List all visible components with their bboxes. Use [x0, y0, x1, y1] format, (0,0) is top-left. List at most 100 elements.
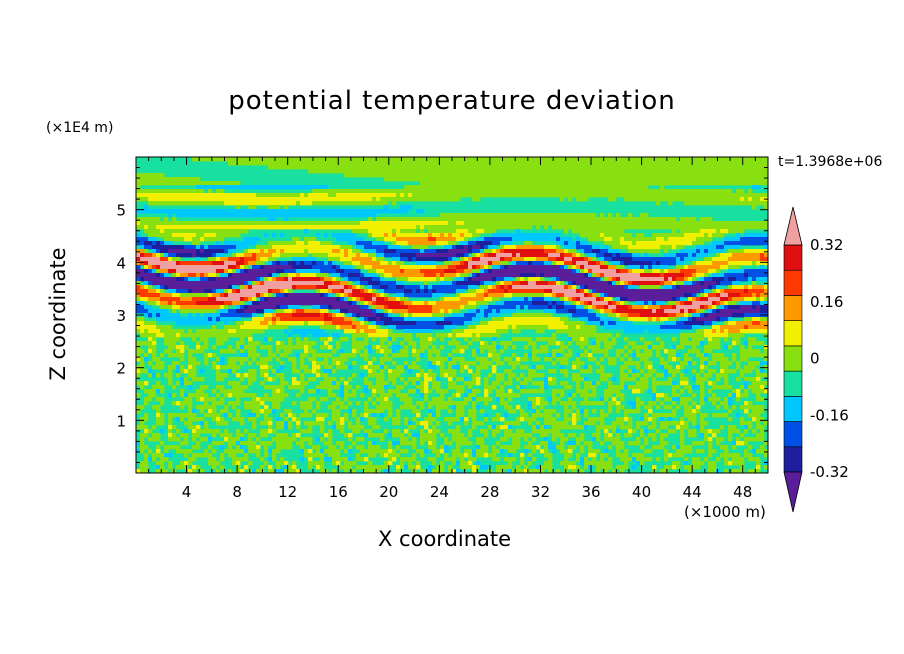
field-cell	[460, 189, 465, 194]
field-cell	[644, 173, 649, 178]
field-cell	[708, 285, 713, 290]
field-cell	[656, 157, 661, 162]
field-cell	[672, 157, 677, 162]
field-cell	[624, 281, 629, 286]
field-cell	[704, 193, 709, 198]
field-cell	[660, 177, 665, 182]
field-cell	[204, 269, 209, 274]
field-cell	[648, 225, 653, 230]
field-cell	[716, 253, 721, 258]
field-cell	[136, 221, 141, 226]
field-cell	[248, 221, 253, 226]
field-cell	[212, 289, 217, 294]
field-cell	[528, 285, 533, 290]
field-cell	[428, 157, 433, 162]
field-cell	[496, 253, 501, 258]
field-cell	[764, 221, 769, 226]
field-cell	[144, 245, 149, 250]
field-cell	[436, 221, 441, 226]
field-cell	[560, 181, 565, 186]
field-cell	[148, 257, 153, 262]
field-cell	[556, 245, 561, 250]
field-cell	[348, 281, 353, 286]
field-cell	[244, 257, 249, 262]
field-cell	[340, 257, 345, 262]
field-cell	[420, 265, 425, 270]
field-cell	[596, 233, 601, 238]
field-cell	[460, 249, 465, 254]
field-cell	[464, 237, 469, 242]
field-cell	[364, 301, 369, 306]
field-cell	[752, 181, 757, 186]
field-cell	[160, 257, 165, 262]
field-cell	[396, 289, 401, 294]
field-cell	[296, 225, 301, 230]
field-cell	[188, 269, 193, 274]
field-cell	[372, 285, 377, 290]
field-cell	[472, 221, 477, 226]
field-cell	[332, 189, 337, 194]
field-cell	[596, 237, 601, 242]
field-cell	[176, 301, 181, 306]
field-cell	[564, 285, 569, 290]
field-cell	[720, 309, 725, 314]
field-cell	[220, 269, 225, 274]
field-cell	[660, 173, 665, 178]
field-cell	[208, 265, 213, 270]
field-cell	[488, 221, 493, 226]
field-cell	[584, 293, 589, 298]
field-cell	[564, 181, 569, 186]
field-cell	[480, 305, 485, 310]
field-cell	[668, 237, 673, 242]
field-cell	[576, 241, 581, 246]
field-cell	[572, 245, 577, 250]
field-cell	[568, 281, 573, 286]
field-cell	[160, 173, 165, 178]
field-cell	[400, 285, 405, 290]
field-cell	[192, 249, 197, 254]
field-cell	[436, 253, 441, 258]
field-cell	[392, 249, 397, 254]
field-cell	[252, 261, 257, 266]
field-cell	[740, 169, 745, 174]
field-cell	[732, 261, 737, 266]
field-cell	[540, 245, 545, 250]
field-cell	[452, 213, 457, 218]
field-cell	[380, 297, 385, 302]
field-cell	[248, 285, 253, 290]
field-cell	[152, 309, 157, 314]
field-cell	[340, 285, 345, 290]
field-cell	[184, 285, 189, 290]
field-cell	[240, 209, 245, 214]
field-cell	[500, 169, 505, 174]
field-cell	[416, 185, 421, 190]
field-cell	[352, 213, 357, 218]
field-cell	[760, 289, 765, 294]
field-cell	[476, 157, 481, 162]
field-cell	[308, 157, 313, 162]
field-cell	[260, 161, 265, 166]
field-cell	[136, 173, 141, 178]
field-cell	[568, 305, 573, 310]
field-cell	[592, 285, 597, 290]
field-cell	[152, 301, 157, 306]
field-cell	[372, 161, 377, 166]
field-cell	[408, 165, 413, 170]
field-cell	[620, 233, 625, 238]
field-cell	[668, 193, 673, 198]
field-cell	[532, 157, 537, 162]
field-cell	[244, 237, 249, 242]
field-cell	[532, 177, 537, 182]
field-cell	[576, 173, 581, 178]
field-cell	[632, 177, 637, 182]
field-cell	[152, 233, 157, 238]
field-cell	[636, 193, 641, 198]
field-cell	[548, 257, 553, 262]
field-cell	[372, 197, 377, 202]
field-cell	[196, 197, 201, 202]
field-cell	[208, 157, 213, 162]
field-cell	[520, 289, 525, 294]
field-cell	[172, 313, 177, 318]
field-cell	[452, 257, 457, 262]
field-cell	[548, 217, 553, 222]
